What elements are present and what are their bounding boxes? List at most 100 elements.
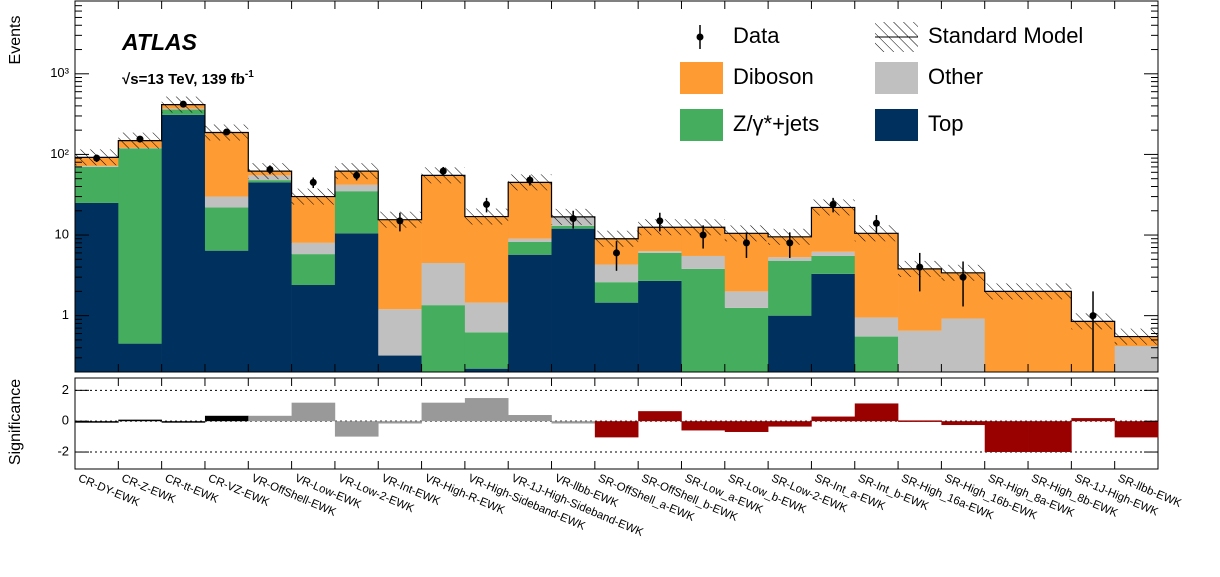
bar-segment (464, 216, 509, 303)
bar-segment (75, 165, 119, 167)
data-point (396, 217, 404, 225)
significance-bar (204, 415, 249, 422)
legend-label: Z/γ*+jets (733, 111, 819, 136)
legend-label: Other (928, 64, 983, 89)
bar-segment (204, 196, 249, 208)
y-tick-label: 10³ (50, 65, 69, 80)
bar-segment (75, 166, 119, 203)
bar-segment (811, 251, 856, 256)
significance-bar (1071, 418, 1115, 422)
data-point (1089, 312, 1097, 320)
legend-marker (696, 33, 704, 41)
bar-segment (1114, 346, 1159, 372)
legend-label: Standard Model (928, 23, 1083, 48)
data-point (569, 215, 577, 223)
data-point (742, 239, 750, 247)
bar-segment (508, 182, 552, 239)
significance-bar (854, 403, 899, 422)
bar-segment (768, 260, 812, 316)
bar-segment (334, 191, 379, 234)
data-point (309, 178, 317, 186)
bar-segment (421, 262, 466, 306)
significance-bar (768, 421, 812, 427)
legend-label: Top (928, 111, 963, 136)
bar-segment (984, 291, 1029, 372)
bar-segment (378, 355, 422, 372)
bar-segment (724, 291, 769, 308)
bar-segment (768, 257, 812, 261)
bar-segment (681, 268, 726, 372)
legend-swatch (680, 109, 723, 141)
significance-bar (508, 415, 552, 422)
energy-label: √s=13 TeV, 139 fb-1 (122, 69, 254, 88)
significance-bar (551, 421, 596, 424)
bar-segment (594, 282, 639, 303)
data-point (353, 171, 361, 179)
bar-segment (118, 343, 162, 372)
legend-swatch (680, 62, 723, 94)
data-point (829, 200, 837, 208)
significance-bar (75, 421, 119, 423)
bar-segment (248, 180, 292, 183)
bar-segment (768, 315, 812, 372)
energy-text: √s=13 TeV, 139 fb (122, 71, 245, 88)
bar-segment (724, 307, 769, 372)
data-point (872, 219, 880, 227)
significance-bar (334, 421, 379, 437)
y-tick-label: 2 (62, 382, 69, 397)
bar-segment (204, 207, 249, 251)
significance-bar (724, 421, 769, 432)
bar-segment (854, 233, 899, 318)
data-point (613, 249, 620, 257)
significance-bar (681, 421, 726, 431)
bar-segment (291, 254, 336, 286)
significance-bar (378, 421, 422, 424)
bar-segment (638, 252, 682, 281)
bar-segment (291, 285, 336, 372)
bar-segment (75, 202, 119, 372)
bar-segment (1028, 291, 1072, 372)
significance-bar (638, 411, 682, 422)
significance-bar (594, 421, 639, 438)
y-tick-label: 0 (62, 413, 69, 428)
bar-segment (638, 251, 682, 253)
bar-segment (898, 330, 942, 372)
legend-swatch (875, 109, 918, 141)
y-tick-label: 1 (62, 307, 69, 322)
bar-segment (811, 255, 856, 274)
bar-segment (508, 238, 552, 242)
significance-bar (464, 398, 509, 422)
y-tick-label: 10 (55, 226, 69, 241)
bar-segment (118, 148, 162, 344)
data-point (179, 100, 187, 108)
experiment-label: ATLAS (121, 29, 198, 55)
bar-segment (204, 132, 249, 197)
y-axis-label: Events (7, 16, 24, 65)
bar-segment (204, 250, 249, 372)
bar-segment (941, 318, 986, 372)
significance-bar (421, 402, 466, 422)
data-point (439, 167, 447, 175)
significance-bar (941, 421, 986, 426)
bar-segment (594, 302, 639, 372)
bar-segment (291, 242, 336, 255)
bar-segment (594, 264, 639, 283)
significance-bar (248, 415, 292, 422)
bar-segment (854, 317, 899, 337)
bar-segment (681, 255, 726, 269)
significance-bar (811, 416, 856, 422)
y-tick-label: 10² (50, 146, 69, 161)
data-point (223, 128, 231, 136)
bar-segment (421, 305, 466, 372)
data-point (786, 239, 794, 247)
bar-segment (161, 114, 206, 373)
data-point (959, 273, 967, 281)
significance-bar (984, 421, 1029, 453)
energy-sup: -1 (245, 69, 254, 80)
y-axis-label: Significance (7, 379, 24, 465)
data-point (656, 217, 664, 225)
legend-label: Diboson (733, 64, 814, 89)
legend-label: Data (733, 23, 780, 48)
bar-segment (638, 280, 682, 372)
